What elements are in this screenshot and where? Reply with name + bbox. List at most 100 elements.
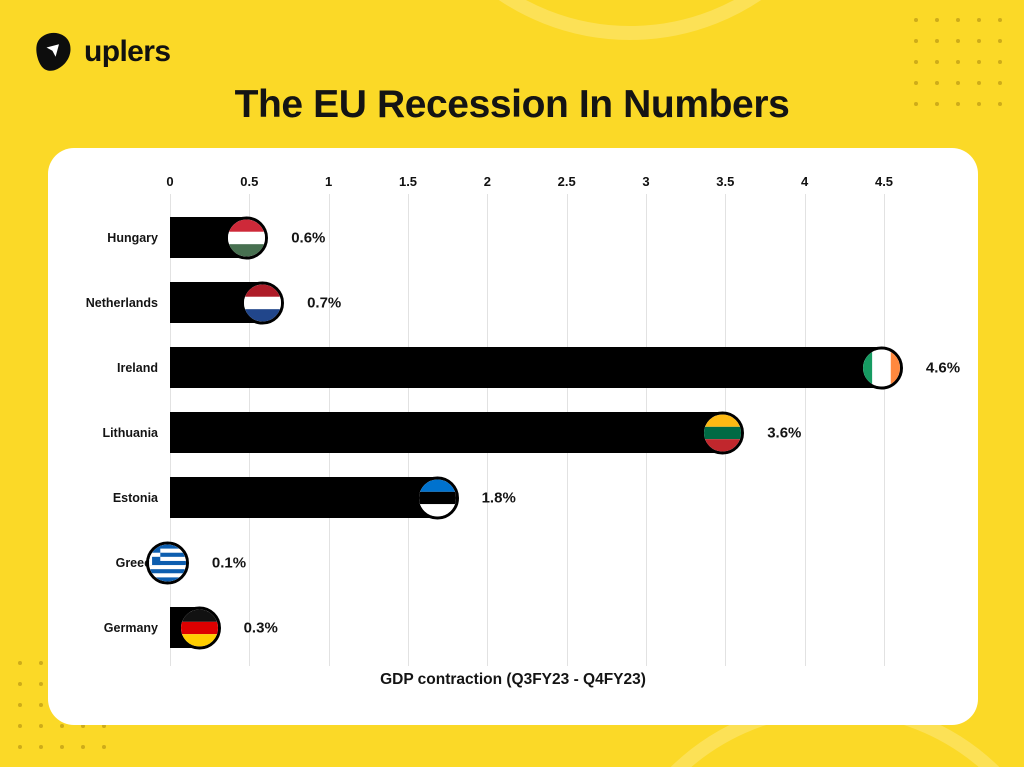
decorative-dot bbox=[956, 39, 960, 43]
x-tick-3: 3 bbox=[642, 174, 650, 189]
decorative-dot bbox=[998, 39, 1002, 43]
bar-container-estonia: 1.8% bbox=[170, 465, 516, 530]
x-tick-4: 4 bbox=[801, 174, 809, 189]
x-axis-tick-labels: 0 0.5 1 1.5 2 2.5 3 3.5 4 4.5 bbox=[166, 174, 893, 192]
decorative-dot bbox=[39, 682, 43, 686]
flag-estonia-icon bbox=[415, 476, 459, 519]
decorative-dot bbox=[60, 745, 64, 749]
decorative-dot bbox=[39, 703, 43, 707]
flag-hungary-icon bbox=[225, 216, 269, 259]
bar-container-germany: 0.3% bbox=[170, 595, 278, 660]
decorative-dot bbox=[977, 60, 981, 64]
decorative-dot bbox=[977, 81, 981, 85]
flag-ireland-icon bbox=[859, 346, 903, 389]
decorative-dot bbox=[956, 102, 960, 106]
decorative-dot bbox=[39, 745, 43, 749]
decorative-dot-grid-top-right bbox=[914, 18, 1002, 106]
bar-chart: 0 0.5 1 1.5 2 2.5 3 3.5 4 4.5 Hungary 0.6% Netherla… bbox=[48, 148, 978, 725]
bar-container-greece: 0.1% bbox=[145, 530, 246, 595]
decorative-dot bbox=[956, 81, 960, 85]
decorative-dot bbox=[935, 39, 939, 43]
decorative-dot bbox=[935, 81, 939, 85]
x-tick-0: 0 bbox=[166, 174, 174, 189]
decorative-dot bbox=[977, 102, 981, 106]
bar-label-greece: Greece bbox=[115, 555, 158, 570]
decorative-dot bbox=[18, 724, 22, 728]
bar-ireland[interactable]: 4.6% bbox=[170, 346, 960, 389]
bar-germany[interactable]: 0.3% bbox=[170, 606, 278, 649]
decorative-dot bbox=[935, 60, 939, 64]
decorative-dot bbox=[81, 724, 85, 728]
bar-label-netherlands: Netherlands bbox=[85, 295, 158, 310]
decorative-dot bbox=[914, 102, 918, 106]
decorative-dot bbox=[18, 703, 22, 707]
decorative-dot bbox=[18, 661, 22, 665]
decorative-dot bbox=[998, 81, 1002, 85]
uplers-arrow-logo-icon bbox=[30, 30, 74, 74]
decorative-dot bbox=[914, 81, 918, 85]
bar-row: Estonia 1.8% bbox=[48, 465, 978, 530]
x-tick-3.5: 3.5 bbox=[716, 174, 735, 189]
decorative-dot bbox=[956, 60, 960, 64]
bar-label-germany: Germany bbox=[103, 620, 158, 635]
decorative-dot bbox=[18, 682, 22, 686]
bar-hungary[interactable]: 0.6% bbox=[170, 216, 325, 259]
bar-row: Ireland 4.6% bbox=[48, 335, 978, 400]
bar-row: Lithuania 3.6% bbox=[48, 400, 978, 465]
decorative-dot bbox=[81, 745, 85, 749]
chart-card: 0 0.5 1 1.5 2 2.5 3 3.5 4 4.5 Hungary 0.6% Netherla… bbox=[48, 148, 978, 725]
flag-lithuania-icon bbox=[701, 411, 745, 454]
gridline-4.5 bbox=[884, 194, 885, 666]
gridline-4 bbox=[804, 194, 806, 666]
decorative-ring-top bbox=[395, 0, 865, 40]
bar-container-ireland: 4.6% bbox=[170, 335, 960, 400]
x-tick-1.5: 1.5 bbox=[398, 174, 418, 189]
x-tick-2: 2 bbox=[483, 174, 491, 189]
bar-value-hungary: 0.6% bbox=[291, 229, 326, 246]
x-axis-title: GDP contraction (Q3FY23 - Q4FY23) bbox=[380, 671, 646, 688]
x-tick-0.5: 0.5 bbox=[240, 174, 259, 189]
decorative-dot bbox=[60, 724, 64, 728]
decorative-dot bbox=[935, 18, 939, 22]
decorative-dot bbox=[977, 39, 981, 43]
decorative-dot bbox=[102, 724, 106, 728]
decorative-dot bbox=[914, 18, 918, 22]
decorative-dot bbox=[998, 102, 1002, 106]
decorative-dot bbox=[998, 18, 1002, 22]
bar-lithuania[interactable]: 3.6% bbox=[170, 411, 801, 454]
bar-value-estonia: 1.8% bbox=[481, 489, 516, 506]
flag-netherlands-icon bbox=[241, 281, 285, 324]
bar-value-netherlands: 0.7% bbox=[307, 294, 342, 311]
brand-name: uplers bbox=[84, 35, 171, 68]
bar-row: Hungary 0.6% bbox=[48, 205, 978, 270]
bar-label-estonia: Estonia bbox=[112, 490, 158, 505]
x-tick-1: 1 bbox=[325, 174, 333, 189]
decorative-dot bbox=[977, 18, 981, 22]
x-tick-4.5: 4.5 bbox=[874, 174, 894, 189]
bar-label-hungary: Hungary bbox=[107, 230, 158, 245]
bar-label-lithuania: Lithuania bbox=[102, 425, 158, 440]
bar-value-germany: 0.3% bbox=[243, 619, 278, 636]
brand-logo[interactable]: uplers bbox=[30, 30, 171, 74]
bar-value-ireland: 4.6% bbox=[925, 359, 961, 376]
bar-greece[interactable]: 0.1% bbox=[145, 541, 246, 584]
decorative-dot bbox=[998, 60, 1002, 64]
decorative-dot bbox=[102, 745, 106, 749]
decorative-dot bbox=[956, 18, 960, 22]
flag-greece-icon bbox=[145, 541, 189, 584]
bar-value-greece: 0.1% bbox=[211, 554, 247, 571]
bar-netherlands[interactable]: 0.7% bbox=[170, 281, 341, 324]
bar-estonia[interactable]: 1.8% bbox=[170, 476, 516, 519]
bar-row: Greece 0.1% bbox=[48, 530, 978, 595]
bar-container-netherlands: 0.7% bbox=[170, 270, 341, 335]
bar-container-hungary: 0.6% bbox=[170, 205, 325, 270]
x-tick-2.5: 2.5 bbox=[557, 174, 576, 189]
page-title: The EU Recession In Numbers bbox=[234, 83, 790, 126]
decorative-dot bbox=[39, 724, 43, 728]
bar-row: Germany 0.3% bbox=[48, 595, 978, 660]
flag-germany-icon bbox=[177, 606, 221, 649]
bar-label-ireland: Ireland bbox=[117, 360, 158, 375]
bar-row: Netherlands 0.7% bbox=[48, 270, 978, 335]
decorative-dot bbox=[914, 39, 918, 43]
bar-container-lithuania: 3.6% bbox=[170, 400, 801, 465]
